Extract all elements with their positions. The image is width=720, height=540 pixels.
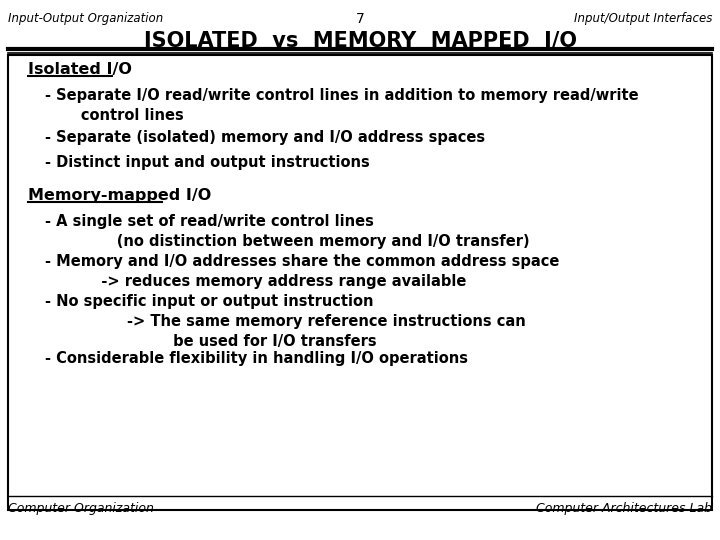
Text: - A single set of read/write control lines
              (no distinction between: - A single set of read/write control lin… xyxy=(45,214,530,249)
Text: Computer Organization: Computer Organization xyxy=(8,502,154,515)
Text: Memory-mapped I/O: Memory-mapped I/O xyxy=(28,188,211,203)
Text: Isolated I/O: Isolated I/O xyxy=(28,62,132,77)
FancyBboxPatch shape xyxy=(8,55,712,510)
Text: Computer Architectures Lab: Computer Architectures Lab xyxy=(536,502,712,515)
Text: Input-Output Organization: Input-Output Organization xyxy=(8,12,163,25)
Text: - Separate I/O read/write control lines in addition to memory read/write
       : - Separate I/O read/write control lines … xyxy=(45,88,639,123)
Text: - No specific input or output instruction
                -> The same memory ref: - No specific input or output instructio… xyxy=(45,294,526,349)
Text: 7: 7 xyxy=(356,12,364,26)
Text: - Separate (isolated) memory and I/O address spaces: - Separate (isolated) memory and I/O add… xyxy=(45,130,485,145)
Text: - Distinct input and output instructions: - Distinct input and output instructions xyxy=(45,155,370,170)
Text: ISOLATED  vs  MEMORY  MAPPED  I/O: ISOLATED vs MEMORY MAPPED I/O xyxy=(143,30,577,50)
Text: - Memory and I/O addresses share the common address space
           -> reduces : - Memory and I/O addresses share the com… xyxy=(45,254,559,289)
Text: - Considerable flexibility in handling I/O operations: - Considerable flexibility in handling I… xyxy=(45,351,468,366)
Text: Input/Output Interfaces: Input/Output Interfaces xyxy=(574,12,712,25)
